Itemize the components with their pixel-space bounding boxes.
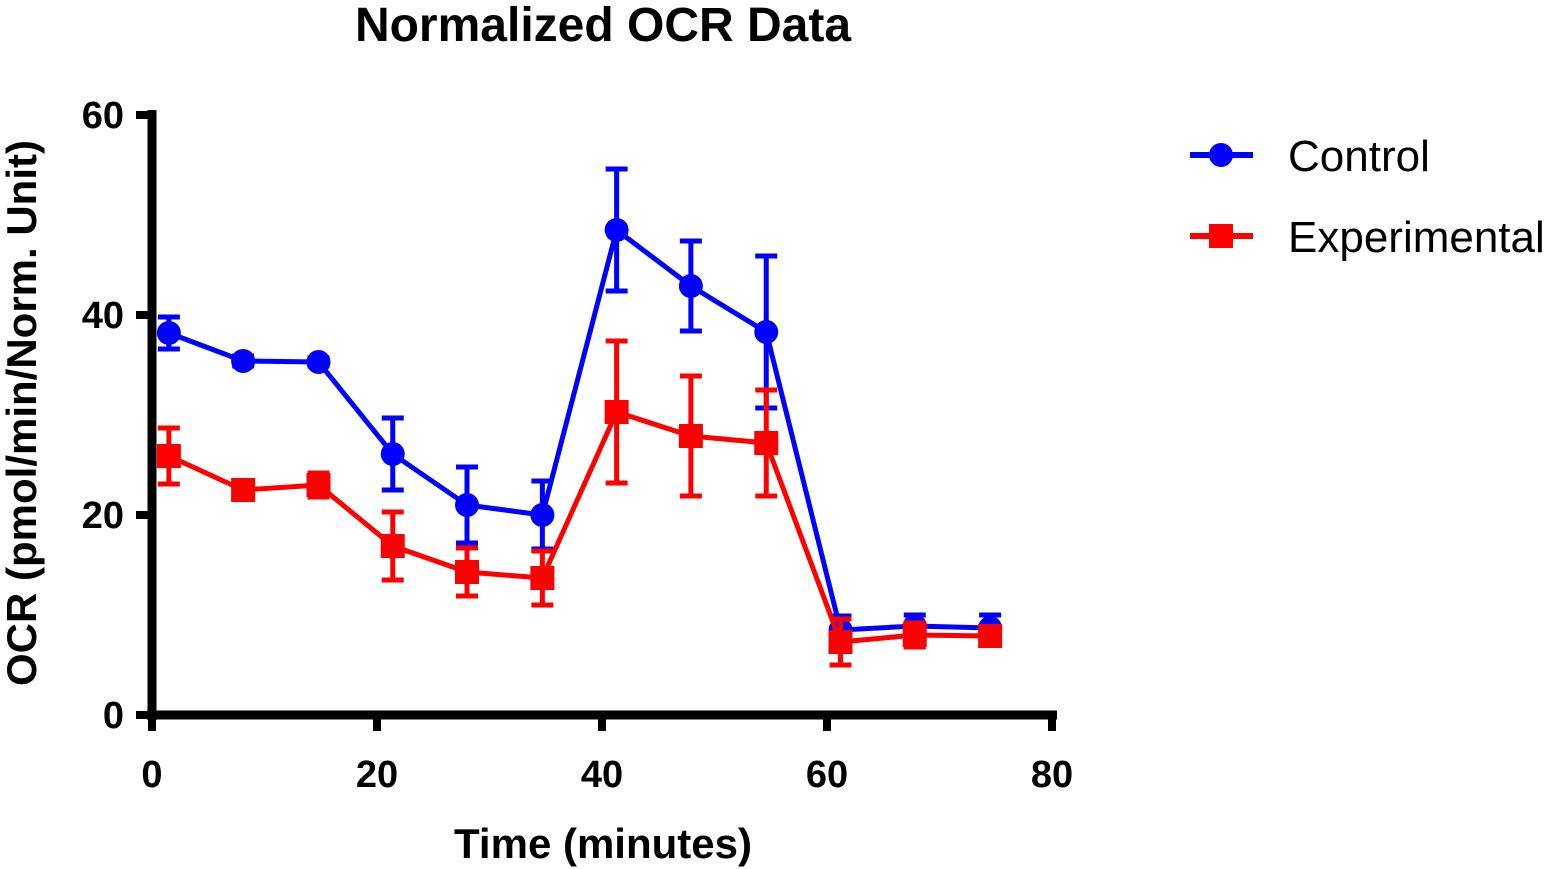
series-line-control <box>167 227 991 633</box>
data-point-experimental <box>978 624 1003 648</box>
data-point-control <box>156 321 181 345</box>
series-line-experimental <box>167 409 991 645</box>
legend-label-control: Control <box>1288 132 1430 181</box>
data-point-experimental <box>902 623 927 647</box>
data-point-experimental <box>678 424 703 448</box>
x-tick-label: 0 <box>141 754 162 796</box>
legend-marker-experimental <box>1209 224 1233 248</box>
x-tick-label: 40 <box>581 754 623 796</box>
legend-marker-control <box>1209 143 1233 167</box>
legend-label-experimental: Experimental <box>1288 213 1545 262</box>
y-axis-ticks: 0 20 40 60 <box>82 95 152 737</box>
legend-item-control: Control <box>1190 132 1430 181</box>
series-control <box>156 166 1003 647</box>
series-layer <box>156 166 1003 668</box>
y-tick-label: 60 <box>82 95 124 137</box>
y-axis-label: OCR (pmol/min/Norm. Unit) <box>0 140 45 686</box>
data-point-experimental <box>231 478 256 502</box>
data-point-experimental <box>455 560 479 584</box>
y-tick-label: 0 <box>103 695 124 737</box>
data-point-control <box>604 218 629 242</box>
data-point-control <box>380 442 405 466</box>
data-point-control <box>306 350 331 374</box>
data-point-experimental <box>306 473 331 497</box>
data-point-control <box>754 320 779 344</box>
data-point-control <box>231 349 256 373</box>
data-point-control <box>455 493 479 517</box>
x-tick-label: 80 <box>1031 754 1073 796</box>
legend-item-experimental: Experimental <box>1190 213 1545 262</box>
data-point-experimental <box>754 431 779 455</box>
chart-title: Normalized OCR Data <box>355 0 851 52</box>
data-point-experimental <box>530 566 555 590</box>
x-tick-label: 60 <box>806 754 848 796</box>
y-tick-label: 20 <box>82 495 124 537</box>
data-point-experimental <box>828 630 853 654</box>
legend: Control Experimental <box>1190 132 1545 262</box>
data-point-control <box>530 503 555 527</box>
x-axis-label: Time (minutes) <box>454 820 752 867</box>
data-point-experimental <box>156 444 181 468</box>
data-point-control <box>678 274 703 298</box>
data-point-experimental <box>380 534 405 558</box>
x-tick-label: 20 <box>356 754 398 796</box>
x-axis-ticks: 0 20 40 60 80 <box>141 715 1073 796</box>
y-tick-label: 40 <box>82 295 124 337</box>
data-point-experimental <box>604 400 629 424</box>
series-experimental <box>156 338 1003 668</box>
